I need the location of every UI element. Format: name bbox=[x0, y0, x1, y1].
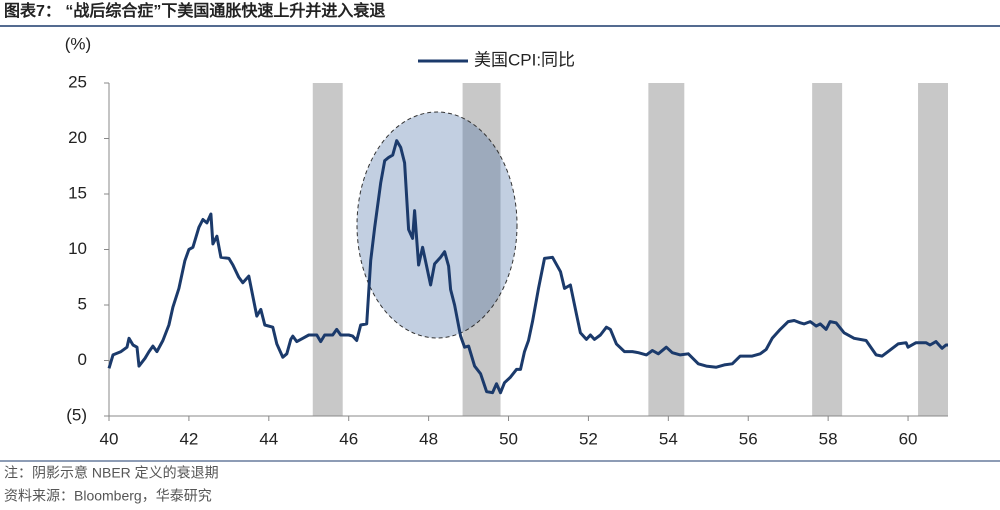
y-tick-label: 15 bbox=[68, 183, 87, 202]
recession-band bbox=[312, 83, 343, 416]
x-tick-label: 56 bbox=[739, 429, 758, 448]
x-tick-label: 54 bbox=[659, 429, 678, 448]
x-tick-label: 42 bbox=[179, 429, 198, 448]
y-tick-label: (5) bbox=[66, 405, 87, 424]
recession-band bbox=[918, 83, 948, 416]
y-tick-label: 5 bbox=[78, 294, 87, 313]
y-tick-label: 10 bbox=[68, 239, 87, 258]
x-tick-label: 46 bbox=[339, 429, 358, 448]
recession-band bbox=[648, 83, 685, 416]
x-tick-label: 58 bbox=[819, 429, 838, 448]
y-tick-label: 25 bbox=[68, 72, 87, 91]
x-tick-label: 52 bbox=[579, 429, 598, 448]
highlight-ellipse bbox=[356, 111, 518, 339]
recession-layer bbox=[312, 83, 948, 416]
x-tick-label: 40 bbox=[100, 429, 119, 448]
note: 注：阴影示意 NBER 定义的衰退期 bbox=[4, 465, 219, 481]
title: 图表7： “战后综合症”下美国通胀快速上升并进入衰退 bbox=[4, 1, 385, 20]
x-tick-label: 48 bbox=[419, 429, 438, 448]
x-tick-label: 50 bbox=[499, 429, 518, 448]
x-tick-label: 44 bbox=[259, 429, 278, 448]
y-axis-label: (%) bbox=[65, 34, 91, 53]
recession-band bbox=[812, 83, 843, 416]
y-tick-label: 0 bbox=[78, 350, 87, 369]
cpi-line bbox=[107, 139, 948, 395]
source: 资料来源：Bloomberg，华泰研究 bbox=[4, 488, 212, 504]
x-tick-label: 60 bbox=[899, 429, 918, 448]
recession-band bbox=[462, 83, 501, 416]
legend-label: 美国CPI:同比 bbox=[474, 50, 575, 69]
y-tick-label: 20 bbox=[68, 128, 87, 147]
